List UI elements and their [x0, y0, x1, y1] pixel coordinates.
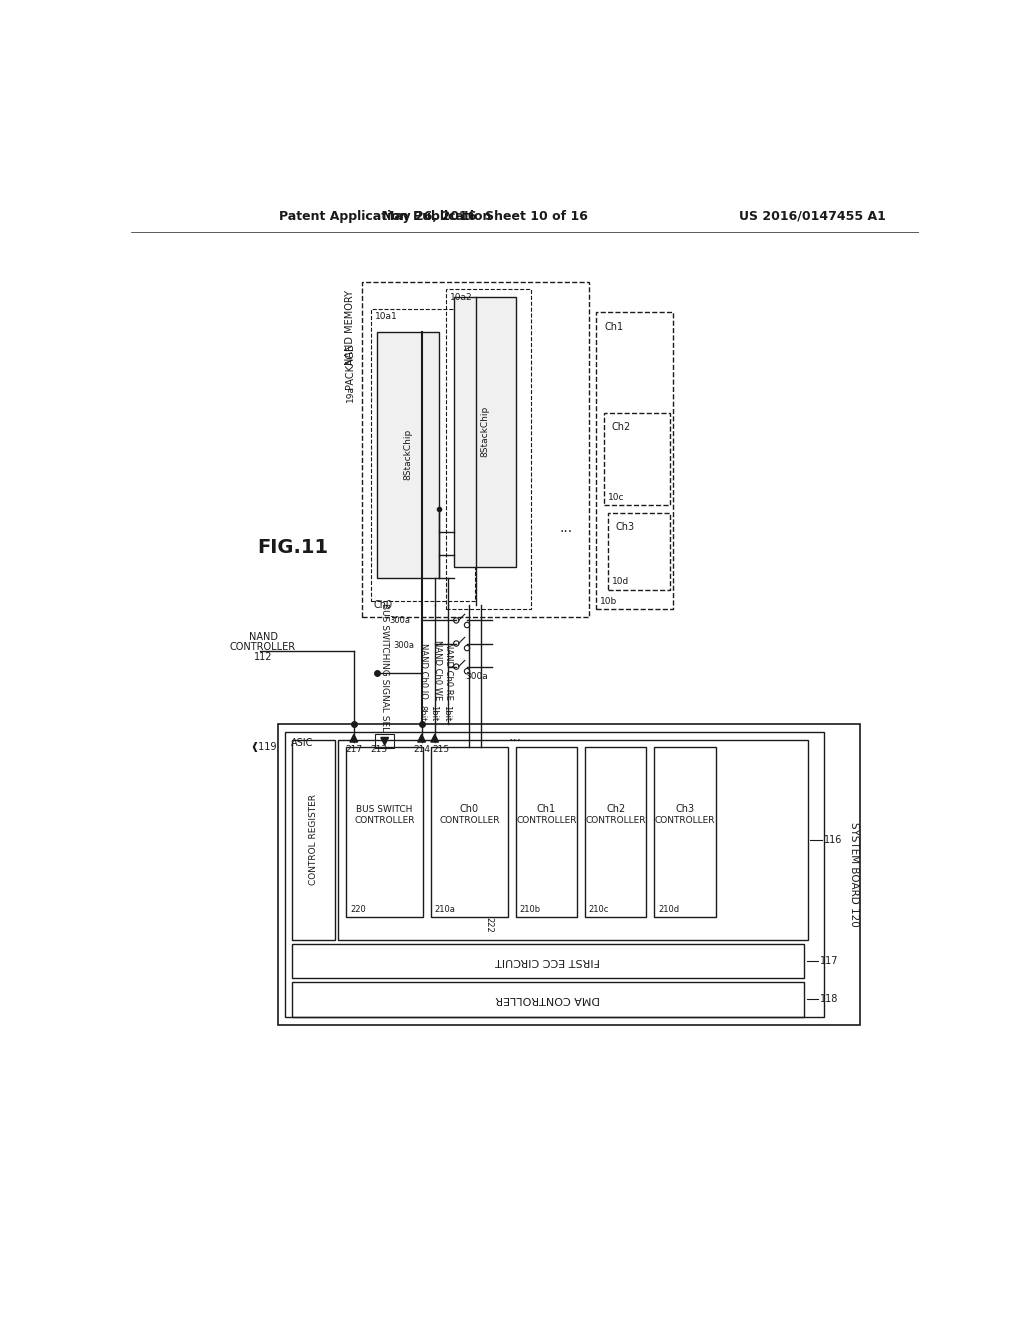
Text: 220: 220	[350, 904, 366, 913]
Text: BUS SWITCHING SIGNAL SEL: BUS SWITCHING SIGNAL SEL	[380, 602, 389, 731]
Text: ASIC: ASIC	[291, 738, 313, 748]
Polygon shape	[418, 734, 425, 742]
Text: ...: ...	[559, 521, 572, 535]
Text: FIG.11: FIG.11	[258, 537, 329, 557]
Text: 1bit: 1bit	[441, 705, 451, 721]
Text: 222: 222	[484, 916, 494, 932]
Text: CONTROLLER: CONTROLLER	[586, 816, 646, 825]
Text: May 26, 2016  Sheet 10 of 16: May 26, 2016 Sheet 10 of 16	[382, 210, 588, 223]
Bar	[279, 725, 860, 1024]
Bar	[454, 297, 515, 566]
Text: CONTROLLER: CONTROLLER	[516, 816, 577, 825]
Text: 10a1: 10a1	[375, 313, 397, 321]
Text: Ch2: Ch2	[606, 804, 626, 814]
Text: CONTROLLER: CONTROLLER	[439, 816, 500, 825]
Bar	[515, 747, 578, 917]
Bar	[446, 289, 531, 609]
Text: SYSTEM BOARD 120: SYSTEM BOARD 120	[849, 822, 858, 927]
Text: NAND Ch0 WE: NAND Ch0 WE	[432, 640, 441, 701]
Text: 1bit: 1bit	[429, 705, 438, 721]
Polygon shape	[350, 734, 357, 742]
Text: 210b: 210b	[519, 904, 541, 913]
Text: US 2016/0147455 A1: US 2016/0147455 A1	[739, 210, 886, 223]
Bar	[371, 309, 475, 601]
Text: 214: 214	[413, 746, 430, 754]
Text: NAND: NAND	[249, 632, 278, 643]
Bar	[585, 747, 646, 917]
Text: 217: 217	[345, 746, 362, 754]
Text: BUS SWITCH: BUS SWITCH	[356, 805, 413, 813]
Text: CONTROLLER: CONTROLLER	[354, 816, 415, 825]
Text: 8StackChip: 8StackChip	[403, 429, 413, 480]
Bar	[361, 281, 589, 616]
Text: 112: 112	[254, 652, 272, 663]
Text: Ch3: Ch3	[676, 804, 694, 814]
Text: CONTROL REGISTER: CONTROL REGISTER	[308, 795, 317, 886]
Text: 10b: 10b	[600, 597, 617, 606]
Text: Ch1: Ch1	[537, 804, 556, 814]
Bar	[292, 982, 804, 1016]
Text: 8bit: 8bit	[417, 705, 426, 721]
Text: FIRST ECC CIRCUIT: FIRST ECC CIRCUIT	[496, 956, 600, 966]
Text: 8StackChip: 8StackChip	[480, 407, 489, 457]
Text: NAND Ch0 RE: NAND Ch0 RE	[444, 642, 453, 700]
Bar	[292, 944, 804, 978]
Bar	[292, 739, 335, 940]
Text: 300a: 300a	[466, 672, 488, 681]
Bar	[339, 739, 808, 940]
Text: 116: 116	[823, 834, 842, 845]
Text: Ch0: Ch0	[460, 804, 479, 814]
Bar	[654, 747, 716, 917]
Text: 210d: 210d	[658, 904, 679, 913]
Bar	[596, 313, 674, 609]
Bar	[604, 413, 670, 506]
Text: 10c: 10c	[608, 492, 625, 502]
Text: 210c: 210c	[589, 904, 609, 913]
Text: NAND Ch0 IO: NAND Ch0 IO	[419, 643, 428, 698]
Text: 213: 213	[371, 746, 388, 754]
Text: 215: 215	[432, 746, 450, 754]
Text: Ch1: Ch1	[604, 322, 624, 331]
Text: Ch3: Ch3	[615, 521, 635, 532]
Bar	[431, 747, 508, 917]
Text: 10d: 10d	[611, 577, 629, 586]
Bar	[376, 734, 394, 748]
Polygon shape	[381, 738, 388, 744]
Text: CONTROLLER: CONTROLLER	[654, 816, 715, 825]
Bar	[377, 331, 438, 578]
Bar	[608, 512, 670, 590]
Text: ...: ...	[509, 730, 522, 744]
Text: 118: 118	[819, 994, 838, 1005]
Text: 210a: 210a	[435, 904, 456, 913]
Text: PACKAGE: PACKAGE	[345, 343, 355, 389]
Text: CONTROLLER: CONTROLLER	[230, 643, 296, 652]
Text: Patent Application Publication: Patent Application Publication	[280, 210, 492, 223]
Text: DMA CONTROLLER: DMA CONTROLLER	[496, 994, 600, 1005]
Text: 117: 117	[819, 956, 839, 966]
Bar	[285, 733, 823, 1016]
Bar	[346, 747, 423, 917]
Text: Ch0: Ch0	[373, 601, 392, 610]
Polygon shape	[431, 734, 438, 742]
Text: 300a: 300a	[389, 616, 411, 624]
Text: Ch2: Ch2	[611, 422, 631, 432]
Text: 19a: 19a	[345, 384, 354, 401]
Text: ❰119: ❰119	[250, 742, 276, 752]
Text: 300a: 300a	[393, 642, 415, 651]
Text: 10a2: 10a2	[451, 293, 473, 302]
Text: NAND MEMORY: NAND MEMORY	[345, 290, 355, 366]
